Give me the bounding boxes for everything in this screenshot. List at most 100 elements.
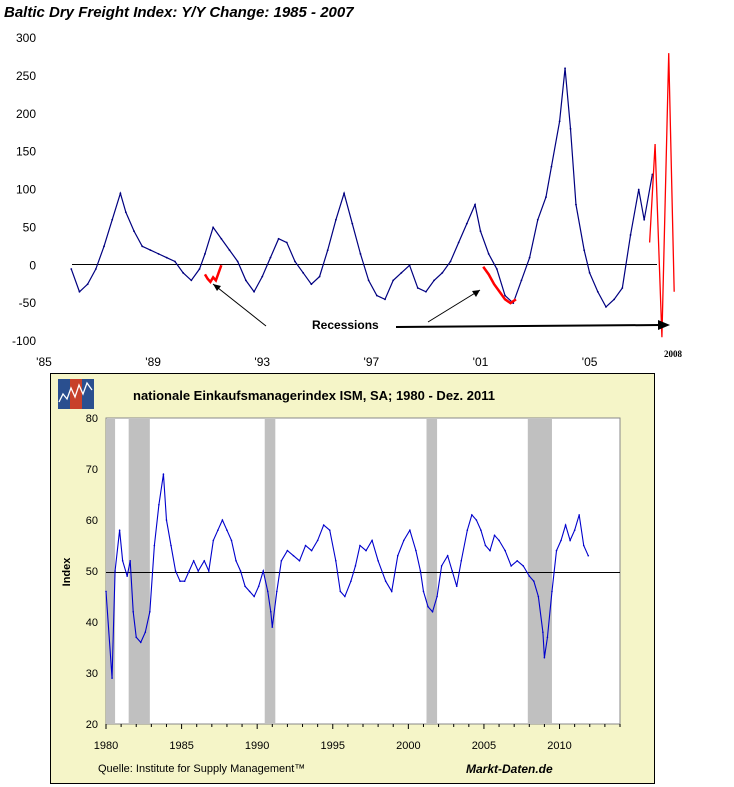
baltic-index-point xyxy=(520,279,523,282)
recession-segment xyxy=(203,264,223,285)
baltic-index-point xyxy=(174,260,176,263)
recession-band xyxy=(264,419,276,724)
ism-y-axis: 80 70 60 50 40 30 20 xyxy=(86,413,98,731)
ism-index-point xyxy=(111,677,113,679)
ism-index-point xyxy=(170,544,172,547)
ism-index-point xyxy=(422,590,425,593)
baltic-index-point xyxy=(621,287,624,289)
baltic-index-point xyxy=(228,249,231,252)
ism-index-point xyxy=(126,575,128,577)
baltic-index-point xyxy=(487,252,490,255)
ism-index-point xyxy=(504,549,506,552)
ism-index-point xyxy=(203,560,206,562)
ism-index-point xyxy=(543,656,546,659)
baltic-index-point xyxy=(433,279,436,282)
ism-y-tick-label: 30 xyxy=(86,668,98,680)
ism-index-point xyxy=(334,560,337,562)
baltic-index-point xyxy=(495,268,498,270)
baltic-index-point xyxy=(141,245,144,248)
baltic-index-point xyxy=(190,279,193,282)
ism-index-point xyxy=(455,585,458,588)
ism-index-point xyxy=(328,529,331,531)
baltic-index-point xyxy=(165,256,168,259)
ism-index-point xyxy=(230,539,233,542)
recession-segment xyxy=(482,266,517,305)
ism-index-point xyxy=(139,641,142,644)
ism-index-point xyxy=(546,636,549,639)
ism-index-point xyxy=(253,595,255,598)
baltic-index-point xyxy=(294,260,296,263)
baltic-index-point xyxy=(474,203,476,206)
baltic-y-tick-label: 150 xyxy=(16,145,36,159)
baltic-index-point xyxy=(335,218,337,221)
ism-index-point xyxy=(132,611,135,613)
ism-x-tick-label: 1990 xyxy=(245,740,269,752)
ism-index-point xyxy=(390,590,393,593)
ism-x-tick-label: 1980 xyxy=(94,740,118,752)
ism-index-point xyxy=(226,529,228,531)
baltic-index-point xyxy=(629,234,632,236)
ism-index-point xyxy=(212,539,215,542)
baltic-y-tick-label: 100 xyxy=(16,183,36,197)
ism-y-tick-label: 40 xyxy=(86,617,98,629)
ism-index-point xyxy=(384,580,387,582)
ism-index-point xyxy=(158,503,160,506)
ism-index-point xyxy=(262,570,265,572)
ism-index-point xyxy=(248,590,251,593)
arrowhead-2008 xyxy=(658,320,670,330)
baltic-index-point xyxy=(149,249,152,252)
ism-index-point xyxy=(271,626,274,628)
ism-index-point xyxy=(135,636,138,639)
ism-index-point xyxy=(174,570,177,572)
ism-index-point xyxy=(266,590,269,593)
baltic-y-axis: 300 250 200 150 100 50 0 -50 -100 xyxy=(12,31,36,348)
baltic-x-axis: '85 '89 '93 '97 '01 '05 xyxy=(36,355,598,368)
baltic-index-point xyxy=(261,275,264,278)
ism-index-point xyxy=(377,560,379,562)
ism-y-label: Index xyxy=(61,557,73,587)
ism-brand-text: Markt-Daten.de xyxy=(466,762,553,776)
baltic-index-point xyxy=(457,241,460,244)
baltic-y-tick-label: 50 xyxy=(23,220,37,234)
baltic-y-tick-label: -100 xyxy=(12,334,36,348)
ism-index-point xyxy=(269,611,272,613)
baltic-index-point xyxy=(269,256,272,259)
ism-logo-icon xyxy=(58,379,94,409)
baltic-index-point xyxy=(212,226,215,229)
ism-y-tick-label: 60 xyxy=(86,515,98,527)
baltic-index-point xyxy=(359,252,362,255)
ism-index-point xyxy=(475,519,478,521)
ism-index-point xyxy=(292,554,295,557)
ism-index-point xyxy=(484,544,487,547)
baltic-index-point xyxy=(583,249,586,252)
baltic-index-point xyxy=(550,165,553,168)
baltic-index-point xyxy=(392,279,395,282)
ism-series xyxy=(105,473,590,679)
ism-index-point xyxy=(129,560,131,562)
ism-index-point xyxy=(587,554,590,557)
recession-band xyxy=(128,419,150,724)
ism-index-point xyxy=(354,565,357,567)
ism-index-point xyxy=(573,529,576,531)
ism-index-point xyxy=(528,575,531,577)
ism-index-point xyxy=(396,554,399,557)
ism-index-point xyxy=(498,539,500,542)
baltic-index-point xyxy=(536,218,539,221)
recession-band xyxy=(527,419,552,724)
arrow-to-2001 xyxy=(427,289,481,323)
ism-chart: nationale Einkaufsmanagerindex ISM, SA; … xyxy=(50,373,655,784)
ism-y-tick-label: 20 xyxy=(86,719,98,731)
baltic-index-point xyxy=(613,298,616,301)
ism-index-point xyxy=(480,529,482,531)
baltic-y-tick-label: -50 xyxy=(19,296,37,310)
ism-index-point xyxy=(339,590,342,593)
ism-index-point xyxy=(344,595,346,598)
ism-index-point xyxy=(188,570,190,572)
baltic-index-point xyxy=(449,260,452,263)
baltic-index-point xyxy=(558,120,561,123)
ism-index-point xyxy=(192,560,195,562)
ism-index-point xyxy=(298,560,301,562)
ism-index-point xyxy=(114,570,116,572)
baltic-index-point xyxy=(285,241,288,244)
baltic-y-tick-label: 250 xyxy=(16,69,36,83)
